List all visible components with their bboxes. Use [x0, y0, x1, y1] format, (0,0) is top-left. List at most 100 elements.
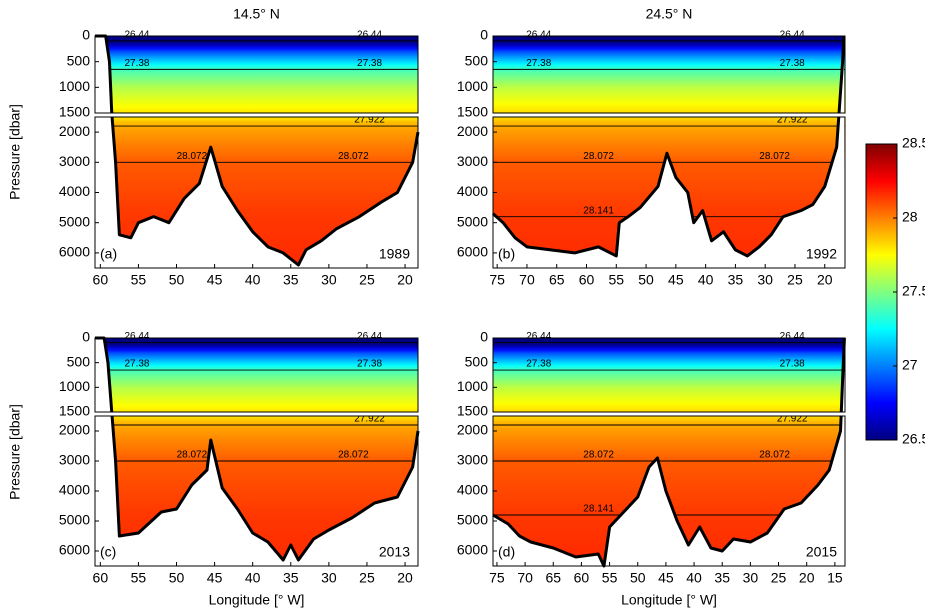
x-tick-label: 35	[714, 570, 730, 586]
contour-label: 28.072	[177, 151, 208, 162]
colorbar-tick-label: 26.5	[902, 431, 925, 447]
x-tick-label: 35	[728, 272, 744, 288]
x-tick-label: 70	[519, 272, 535, 288]
y-tick-label: 0	[480, 27, 488, 43]
contour-label: 26.44	[124, 331, 149, 342]
contour-label: 26.44	[780, 331, 805, 342]
contour-label: 27.38	[780, 359, 805, 370]
contour-label: 27.38	[124, 359, 149, 370]
contour-label: 28.072	[759, 151, 790, 162]
density-field	[493, 36, 845, 113]
contour-label: 27.38	[124, 58, 149, 69]
y-tick-label: 6000	[59, 244, 90, 260]
x-tick-label: 40	[698, 272, 714, 288]
y-tick-label: 6000	[457, 244, 488, 260]
y-tick-label: 500	[67, 353, 91, 369]
x-tick-label: 55	[131, 570, 147, 586]
axis-gap	[94, 113, 419, 117]
y-tick-label: 2000	[457, 123, 488, 139]
y-tick-label: 5000	[59, 213, 90, 229]
x-tick-label: 20	[397, 272, 413, 288]
contour-label: 26.44	[526, 331, 551, 342]
x-tick-label: 60	[93, 570, 109, 586]
panel-year: 2013	[379, 544, 410, 560]
panel-letter: (d)	[498, 544, 515, 560]
x-tick-label: 30	[743, 570, 759, 586]
x-tick-label: 65	[545, 570, 561, 586]
x-tick-label: 45	[658, 570, 674, 586]
y-axis-label: Pressure [dbar]	[7, 404, 23, 500]
x-tick-label: 60	[574, 570, 590, 586]
x-tick-label: 40	[245, 570, 261, 586]
x-tick-label: 55	[602, 570, 618, 586]
y-tick-label: 1500	[457, 104, 488, 120]
y-tick-label: 5000	[457, 213, 488, 229]
x-tick-label: 15	[827, 570, 843, 586]
y-tick-label: 1500	[59, 104, 90, 120]
colorbar-tick-label: 27.5	[902, 283, 925, 299]
y-tick-label: 1000	[59, 378, 90, 394]
column-title: 24.5° N	[646, 6, 693, 22]
contour-label: 28.072	[338, 450, 369, 461]
axis-gap	[492, 113, 846, 117]
y-tick-label: 500	[67, 52, 91, 68]
x-tick-label: 70	[517, 570, 533, 586]
contour-label: 26.44	[357, 331, 382, 342]
axis-frame	[492, 337, 846, 413]
axis-frame	[94, 337, 419, 413]
x-tick-label: 55	[609, 272, 625, 288]
x-tick-label: 55	[131, 272, 147, 288]
x-tick-label: 25	[787, 272, 803, 288]
x-tick-label: 35	[283, 570, 299, 586]
x-tick-label: 75	[489, 272, 505, 288]
colorbar-tick-label: 27	[902, 357, 918, 373]
x-tick-label: 45	[207, 570, 223, 586]
y-tick-label: 0	[480, 329, 488, 345]
y-tick-label: 3000	[457, 153, 488, 169]
y-tick-label: 0	[82, 27, 90, 43]
density-field	[95, 338, 418, 412]
x-tick-label: 60	[579, 272, 595, 288]
x-tick-label: 50	[169, 570, 185, 586]
axis-frame	[492, 35, 846, 114]
contour-label: 27.38	[526, 359, 551, 370]
seafloor-line	[95, 34, 420, 267]
x-tick-label: 40	[245, 272, 261, 288]
y-tick-label: 5000	[59, 512, 90, 528]
contour-label: 27.38	[780, 58, 805, 69]
y-axis-label: Pressure [dbar]	[7, 104, 23, 200]
panel-letter: (b)	[498, 246, 515, 262]
y-tick-label: 4000	[59, 183, 90, 199]
x-tick-label: 75	[489, 570, 505, 586]
colorbar	[865, 143, 898, 441]
x-tick-label: 25	[771, 570, 787, 586]
x-tick-label: 20	[799, 570, 815, 586]
seafloor-mask	[493, 36, 845, 268]
x-tick-label: 50	[630, 570, 646, 586]
x-tick-label: 30	[757, 272, 773, 288]
contour-label: 28.141	[583, 205, 614, 216]
density-field	[95, 36, 418, 113]
contour-label: 28.072	[759, 450, 790, 461]
axis-gap	[492, 412, 846, 416]
y-tick-label: 3000	[457, 452, 488, 468]
contour-label: 28.141	[583, 504, 614, 515]
x-tick-label: 40	[686, 570, 702, 586]
contour-label: 28.072	[177, 450, 208, 461]
contour-label: 28.072	[583, 450, 614, 461]
panel-letter: (a)	[100, 246, 117, 262]
y-tick-label: 3000	[59, 452, 90, 468]
seafloor-mask	[95, 338, 418, 566]
seafloor-line	[492, 337, 846, 568]
y-tick-label: 500	[465, 353, 489, 369]
panel-year: 2015	[806, 544, 837, 560]
seafloor-mask	[493, 338, 845, 566]
x-tick-label: 50	[169, 272, 185, 288]
axis-frame	[94, 35, 419, 114]
column-title: 14.5° N	[233, 6, 280, 22]
y-tick-label: 1000	[457, 378, 488, 394]
seafloor-line	[95, 336, 420, 562]
y-tick-label: 0	[82, 329, 90, 345]
axis-gap	[94, 412, 419, 416]
